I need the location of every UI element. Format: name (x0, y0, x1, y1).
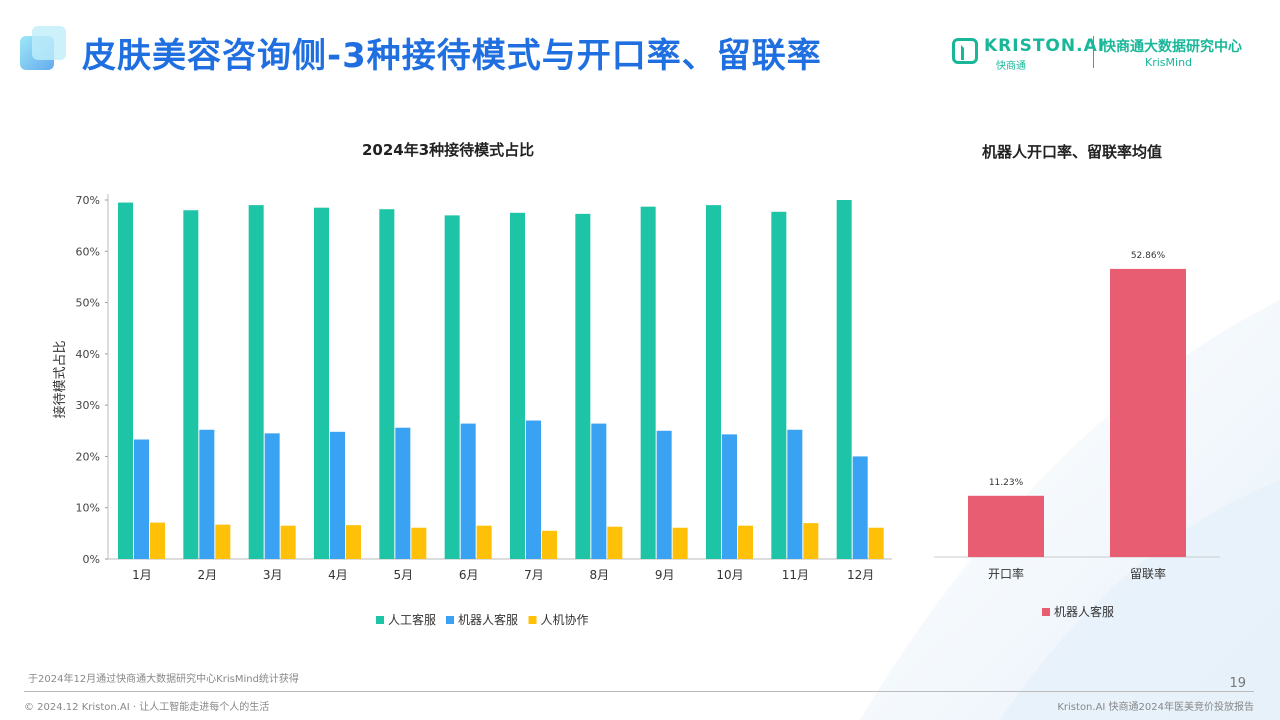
footer-copyright: © 2024.12 Kriston.AI · 让人工智能走进每个人的生活 (24, 702, 270, 713)
x-tick-label: 4月 (328, 568, 348, 582)
bar-hybrid (868, 527, 884, 559)
x-tick-label: 5月 (394, 568, 414, 582)
legend-label: 机器人客服 (1054, 604, 1114, 619)
bar-human (248, 205, 264, 559)
bar-robot (199, 429, 215, 559)
bar-human (183, 210, 199, 559)
x-tick-label: 2月 (198, 568, 218, 582)
y-axis-label: 接待模式占比 (52, 340, 68, 418)
x-tick-label: 7月 (524, 568, 544, 582)
bar-hybrid (150, 522, 165, 559)
bar-hybrid (672, 527, 688, 559)
brand-divider (1093, 36, 1094, 68)
x-tick-label: 11月 (782, 568, 809, 582)
legend-label: 人工客服 (388, 612, 436, 627)
data-label: 11.23% (989, 478, 1024, 488)
bar-human (510, 212, 525, 560)
brand-logo: KRISTON.AI 快商通 快商通大数据研究中心 KrisMind (950, 34, 1260, 74)
bar-hybrid (738, 525, 753, 559)
bar-human (706, 205, 721, 559)
y-tick-label: 0% (83, 553, 100, 566)
bar-robot (852, 456, 868, 559)
bar-human (379, 209, 395, 559)
bar-human (640, 206, 656, 559)
right-chart-title: 机器人开口率、留联率均值 (982, 143, 1163, 161)
title-bar: 皮肤美容咨询侧-3种接待模式与开口率、留联率 KRISTON.AI 快商通 快商… (0, 0, 1280, 100)
x-tick-label: 8月 (590, 568, 610, 582)
cube-icon (20, 26, 66, 70)
bar-hybrid (803, 523, 819, 559)
left-chart: 0% 10% 20% 30% 40% 50% 60% 70% 接待模式占比 1月 2月 3月 4月 5月 6… (52, 194, 892, 627)
bar-human (836, 200, 852, 559)
x-tick-label: 开口率 (988, 566, 1024, 581)
footer-note: 于2024年12月通过快商通大数据研究中心KrisMind统计获得 (28, 674, 299, 685)
brand-name: KRISTON.AI (984, 36, 1106, 56)
x-tick-label: 9月 (655, 568, 675, 582)
bar-robot (264, 433, 280, 559)
bar-robot (591, 423, 607, 559)
y-tick-label: 30% (76, 399, 100, 412)
bar-robot (656, 430, 672, 559)
brand-sub: 快商通 (996, 61, 1026, 72)
x-tick-label: 10月 (716, 568, 743, 582)
bar-open-rate (968, 495, 1044, 557)
bar-robot (460, 423, 476, 559)
bar-robot (395, 427, 411, 559)
x-tick-label: 留联率 (1130, 566, 1166, 581)
bar-hybrid (411, 527, 427, 559)
bar-human (118, 202, 133, 560)
y-tick-label: 70% (76, 194, 100, 207)
bar-robot (330, 431, 345, 559)
footer-divider (24, 691, 1254, 692)
x-tick-label: 12月 (847, 568, 874, 582)
bar-human (771, 211, 787, 559)
bar-hybrid (346, 525, 361, 559)
legend-label: 人机协作 (541, 612, 589, 627)
y-tick-label: 50% (76, 297, 100, 310)
legend-swatch (1042, 608, 1050, 616)
brand-center: 快商通大数据研究中心 (1102, 39, 1242, 55)
bar-hybrid (280, 525, 296, 559)
bar-human (575, 213, 591, 559)
left-chart-title: 2024年3种接待模式占比 (362, 141, 535, 159)
x-tick-label: 6月 (459, 568, 479, 582)
y-tick-label: 10% (76, 502, 100, 515)
x-tick-label: 1月 (132, 568, 152, 582)
bar-robot (722, 434, 737, 559)
data-label: 52.86% (1131, 251, 1166, 261)
brand-krismind: KrisMind (1145, 56, 1193, 69)
bar-hybrid (542, 530, 557, 559)
bar-robot (526, 420, 541, 559)
bar-hybrid (215, 524, 231, 559)
legend-label: 机器人客服 (458, 612, 518, 627)
legend-swatch (446, 616, 454, 624)
page-number: 19 (1229, 676, 1246, 691)
bar-human (314, 207, 329, 559)
x-tick-label: 3月 (263, 568, 283, 582)
bar-hybrid (476, 525, 492, 559)
bar-hybrid (607, 526, 623, 559)
bar-human (444, 215, 460, 559)
bar-robot (134, 439, 149, 559)
y-tick-label: 40% (76, 348, 100, 361)
footer-report-name: Kriston.AI 快商通2024年医美竞价投放报告 (1057, 702, 1254, 713)
legend-swatch (528, 616, 537, 624)
bar-retention-rate (1110, 268, 1186, 557)
page-title: 皮肤美容咨询侧-3种接待模式与开口率、留联率 (82, 36, 822, 76)
y-tick-label: 60% (76, 245, 100, 258)
y-tick-label: 20% (76, 450, 100, 463)
bar-robot (787, 429, 803, 559)
kriston-logo-icon (952, 38, 978, 64)
legend-swatch (376, 616, 384, 624)
